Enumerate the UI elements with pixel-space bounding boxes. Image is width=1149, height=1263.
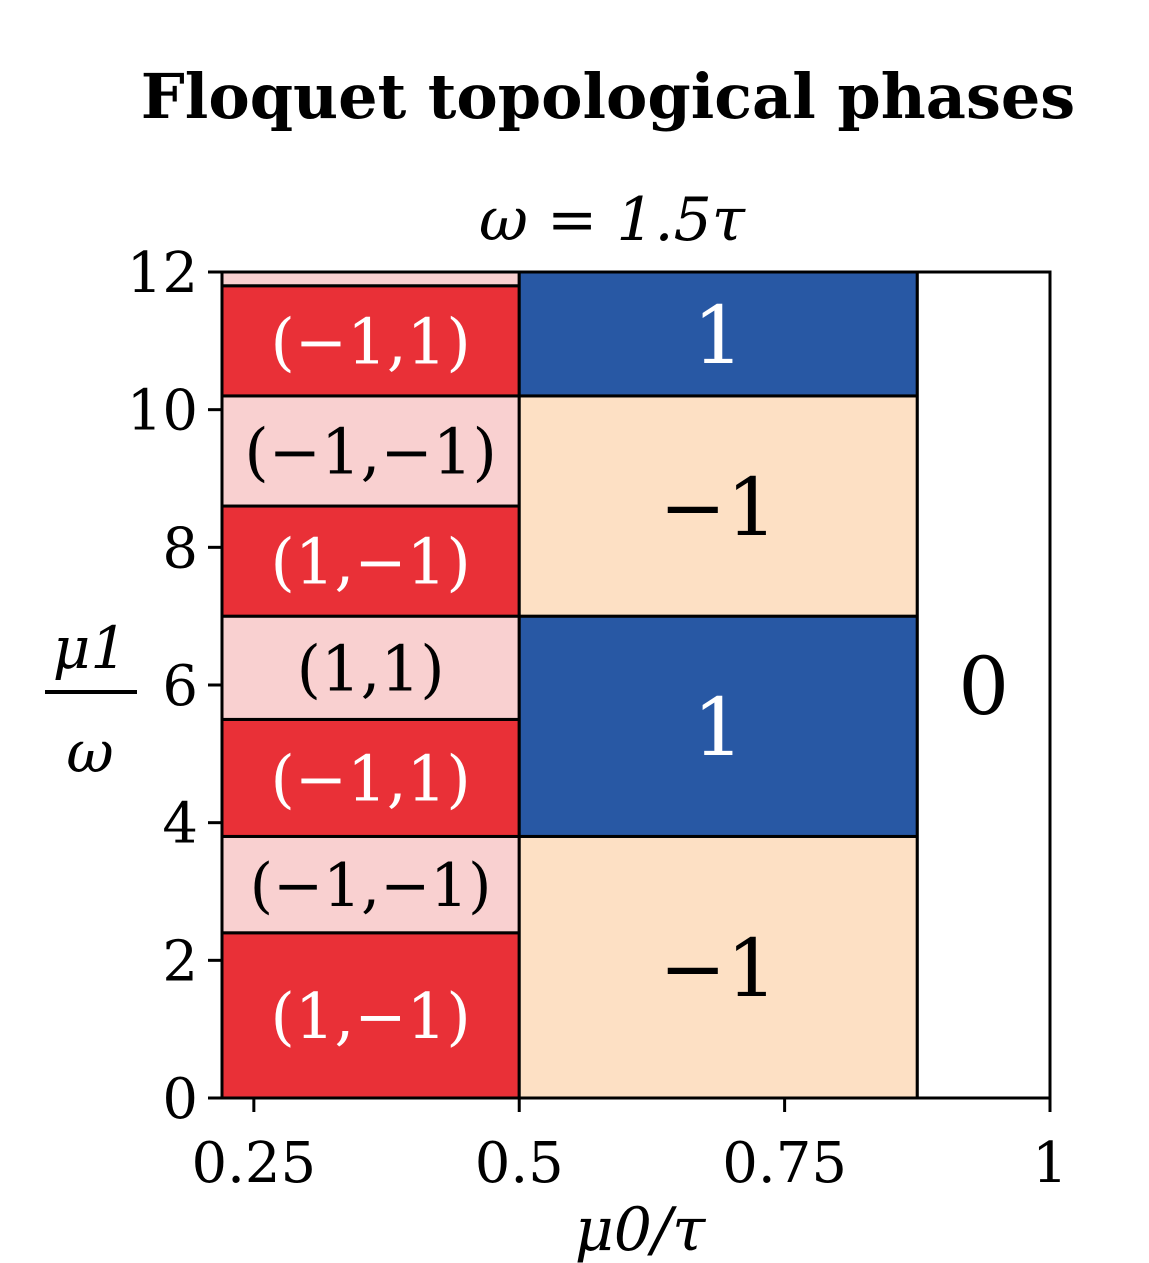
phase-region-6 [220, 284, 521, 398]
phase-label-2: (−1,1) [270, 742, 470, 815]
phase-label-9: 1 [693, 681, 744, 774]
chart-subtitle: ω = 1.5τ [479, 185, 746, 255]
y-tick-label-2: 4 [162, 792, 198, 857]
x-tick-label-0: 0.25 [192, 1131, 317, 1196]
phase-region-7 [220, 270, 521, 288]
phase-label-11: 1 [693, 289, 744, 382]
phase-label-1: (−1,−1) [250, 852, 492, 921]
phase-label-12: 0 [958, 640, 1009, 733]
phase-label-5: (−1,−1) [244, 415, 497, 488]
phase-label-6: (−1,1) [270, 305, 470, 378]
phase-label-10: −1 [659, 461, 777, 554]
x-tick-label-3: 1 [1032, 1131, 1068, 1196]
phase-label-8: −1 [659, 922, 777, 1015]
phase-label-0: (1,−1) [270, 980, 470, 1053]
y-tick-label-6: 12 [127, 241, 198, 306]
phase-region-9 [517, 614, 919, 838]
phase-region-11 [517, 270, 919, 398]
phase-regions [220, 270, 1052, 1100]
phase-labels: (1,−1) (−1,−1) (−1,1) (1,1) (1,−1) (−1,−1) (−1… [244, 289, 1009, 1053]
x-tick-label-2: 0.75 [722, 1131, 847, 1196]
phase-region-4 [220, 504, 521, 618]
y-tick-label-0: 0 [162, 1067, 198, 1132]
y-axis-label-denominator: ω [66, 718, 113, 786]
y-axis-label: μ1 ω [45, 614, 137, 786]
phase-label-3: (1,1) [297, 632, 445, 705]
y-axis: 0 2 4 6 8 10 12 [127, 241, 222, 1132]
x-axis-label: μ0/τ [575, 1195, 706, 1263]
y-tick-label-5: 10 [127, 379, 198, 444]
y-tick-label-4: 8 [162, 516, 198, 581]
x-tick-label-1: 0.5 [475, 1131, 564, 1196]
x-axis: 0.25 0.5 0.75 1 [192, 1098, 1068, 1196]
y-tick-label-3: 6 [162, 654, 198, 719]
phase-region-0 [220, 931, 521, 1100]
y-tick-label-1: 2 [162, 929, 198, 994]
phase-region-8 [517, 834, 919, 1100]
chart-title: Floquet topological phases [141, 60, 1075, 133]
phase-region-1 [220, 834, 521, 935]
y-axis-label-numerator: μ1 [53, 614, 128, 682]
phase-region-10 [517, 394, 919, 618]
phase-label-4: (1,−1) [270, 526, 470, 599]
phase-region-12 [915, 270, 1052, 1100]
